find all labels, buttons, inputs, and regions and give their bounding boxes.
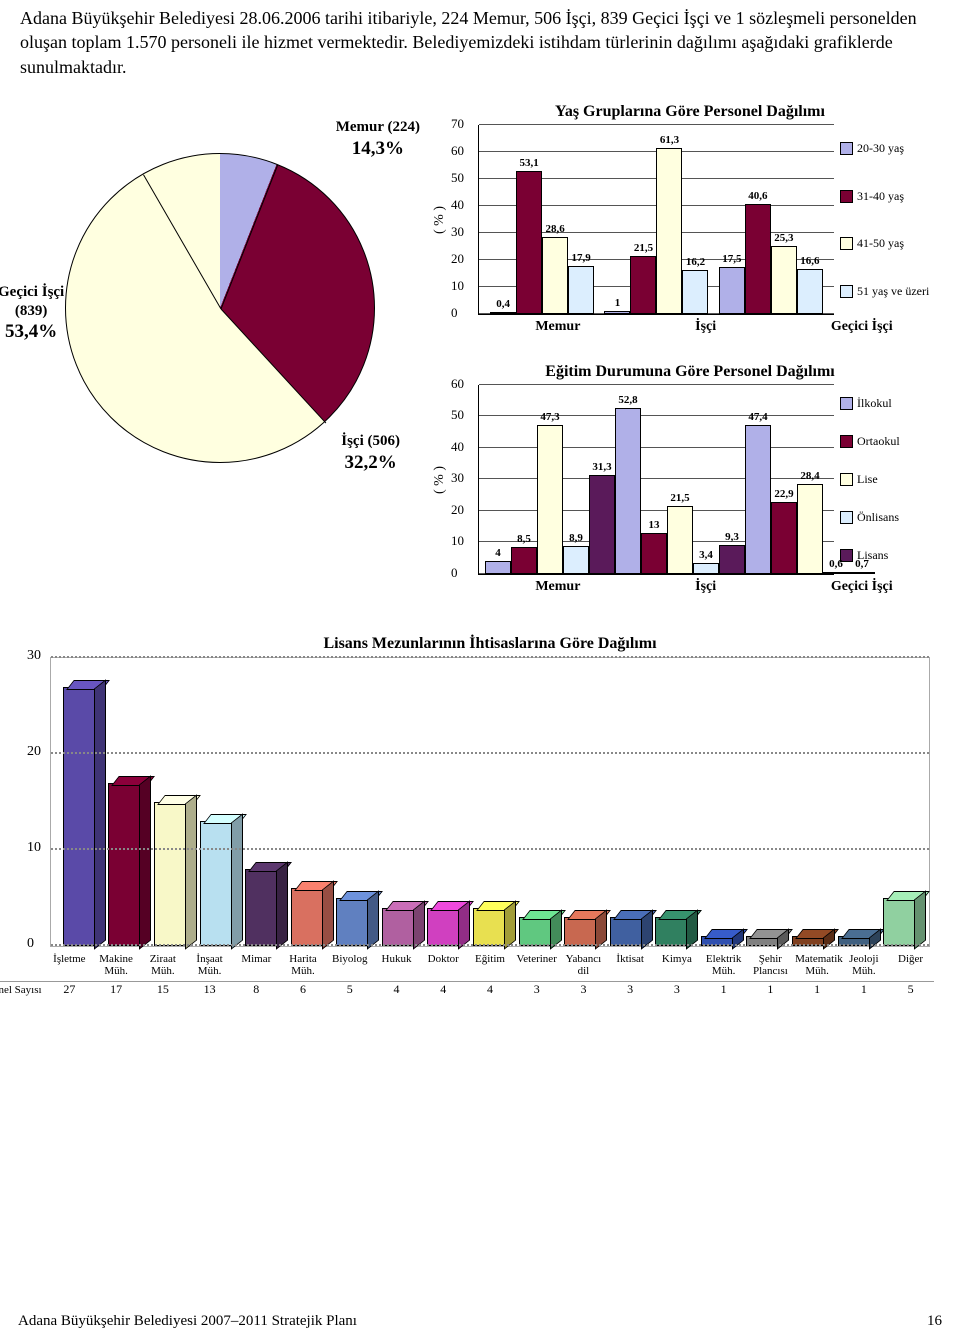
bar: 40,6 (745, 204, 771, 314)
degree-chart-plot: 0102030 (50, 657, 930, 947)
degree-bar (427, 908, 461, 946)
degree-bar (336, 898, 370, 946)
degree-bar (883, 898, 917, 946)
bar: 8,5 (511, 547, 537, 574)
bar: 3,4 (693, 563, 719, 574)
bar: 25,3 (771, 246, 797, 314)
bar: 21,5 (667, 506, 693, 574)
degree-bar (200, 821, 234, 946)
bar: 17,9 (568, 266, 594, 314)
top-row: Memur (224)14,3% İşçi (506)32,2% Geçici … (0, 103, 960, 595)
age-chart: Yaş Gruplarına Göre Personel Dağılımı ( … (430, 103, 950, 335)
bar: 22,9 (771, 502, 797, 574)
degree-bar (519, 917, 553, 946)
bar: 21,5 (630, 256, 656, 314)
bar: 53,1 (516, 171, 542, 314)
age-chart-xlabels: MemurİşçiGeçici İşçi (478, 319, 950, 335)
degree-bar (473, 908, 507, 946)
degree-chart-xlabels: İşletmeMakine Müh.Ziraat Müh.İnşaat Müh.… (46, 953, 934, 977)
pie-chart: Memur (224)14,3% İşçi (506)32,2% Geçici … (10, 103, 430, 463)
bar: 31,3 (589, 475, 615, 574)
bar: 0,4 (490, 312, 516, 314)
edu-chart-xlabels: MemurİşçiGeçici İşçi (478, 579, 950, 595)
degree-bar (63, 687, 97, 946)
bar: 1 (604, 311, 630, 314)
bar: 16,2 (682, 270, 708, 314)
bar: 4 (485, 561, 511, 574)
degree-bar (291, 888, 325, 946)
age-chart-title: Yaş Gruplarına Göre Personel Dağılımı (430, 103, 950, 121)
bar: 0,6 (823, 572, 849, 574)
degree-bar (382, 908, 416, 946)
age-chart-legend: 20-30 yaş31-40 yaş41-50 yaş51 yaş ve üze… (840, 125, 950, 315)
bar: 28,4 (797, 484, 823, 573)
age-chart-plot: 0102030405060700,453,128,617,9121,561,31… (478, 125, 834, 315)
footer-left: Adana Büyükşehir Belediyesi 2007–2011 St… (18, 1313, 357, 1330)
intro-text: Adana Büyükşehir Belediyesi 28.06.2006 t… (0, 0, 960, 79)
degree-chart-title: Lisans Mezunlarının İhtisaslarına Göre D… (40, 635, 940, 653)
degree-chart: Lisans Mezunlarının İhtisaslarına Göre D… (40, 635, 940, 997)
bar: 47,3 (537, 425, 563, 574)
right-charts: Yaş Gruplarına Göre Personel Dağılımı ( … (430, 103, 950, 595)
bar: 61,3 (656, 148, 682, 314)
bar: 47,4 (745, 425, 771, 574)
bar: 17,5 (719, 267, 745, 314)
degree-bar (245, 869, 279, 946)
bar: 0,7 (849, 572, 875, 574)
bar: 13 (641, 533, 667, 574)
bar: 9,3 (719, 545, 745, 574)
degree-bar (108, 783, 142, 946)
degree-bar (655, 917, 689, 946)
degree-bar (154, 802, 188, 946)
bar: 28,6 (542, 237, 568, 314)
edu-chart-ylabel: ( % ) (430, 385, 450, 575)
edu-chart: Eğitim Durumuna Göre Personel Dağılımı (… (430, 363, 950, 595)
footer-right: 16 (927, 1313, 942, 1330)
page-footer: Adana Büyükşehir Belediyesi 2007–2011 St… (18, 1313, 942, 1330)
degree-bar (610, 917, 644, 946)
bar: 52,8 (615, 408, 641, 574)
degree-chart-datarow: Personel Sayısı 27171513865444333311115 (0, 981, 934, 997)
edu-chart-plot: 010203040506048,547,38,931,352,81321,53,… (478, 385, 834, 575)
age-chart-ylabel: ( % ) (430, 125, 450, 315)
edu-chart-title: Eğitim Durumuna Göre Personel Dağılımı (430, 363, 950, 381)
degree-bar (564, 917, 598, 946)
bar: 16,6 (797, 269, 823, 314)
bar: 8,9 (563, 546, 589, 574)
degree-chart-rowheader: Personel Sayısı (0, 984, 46, 996)
